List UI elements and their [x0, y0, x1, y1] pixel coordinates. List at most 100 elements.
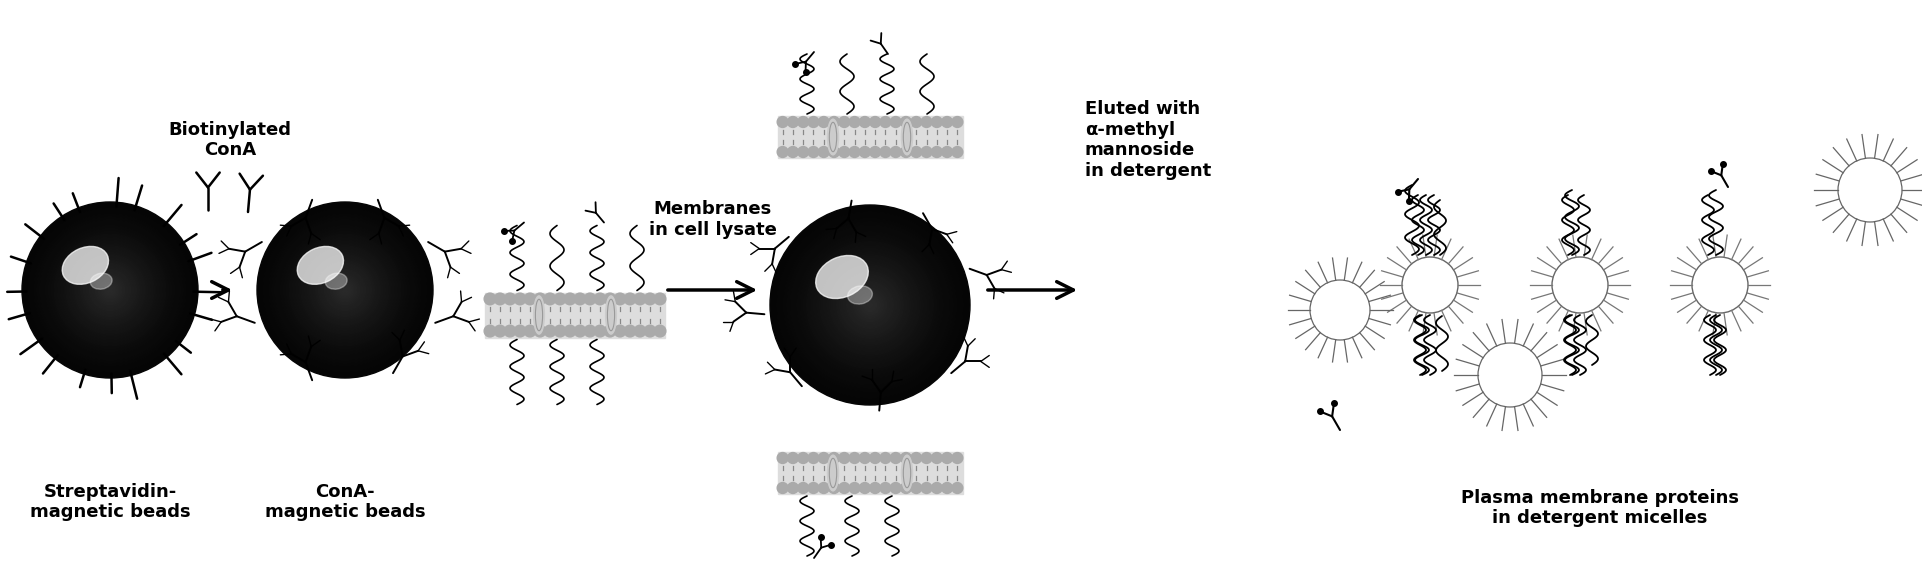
Circle shape	[880, 116, 892, 128]
Circle shape	[788, 146, 798, 157]
Circle shape	[800, 235, 940, 375]
Circle shape	[69, 249, 152, 331]
Circle shape	[653, 325, 665, 337]
Circle shape	[788, 483, 798, 494]
Circle shape	[83, 263, 136, 316]
Circle shape	[828, 483, 840, 494]
Circle shape	[65, 246, 154, 334]
Circle shape	[776, 211, 963, 398]
Circle shape	[336, 281, 354, 299]
Circle shape	[869, 483, 880, 494]
Ellipse shape	[901, 119, 913, 155]
Circle shape	[48, 229, 171, 352]
Circle shape	[932, 483, 942, 494]
Circle shape	[951, 453, 963, 463]
Circle shape	[494, 325, 505, 337]
Circle shape	[277, 222, 413, 357]
Circle shape	[54, 234, 165, 346]
Circle shape	[644, 325, 655, 337]
Circle shape	[1478, 343, 1541, 407]
Circle shape	[819, 453, 828, 463]
Circle shape	[890, 116, 901, 128]
Circle shape	[331, 275, 359, 305]
Text: Biotinylated
ConA: Biotinylated ConA	[169, 121, 292, 160]
Circle shape	[807, 453, 819, 463]
Circle shape	[819, 146, 828, 157]
Circle shape	[46, 226, 175, 355]
Circle shape	[790, 225, 949, 385]
Text: Streptavidin-
magnetic beads: Streptavidin- magnetic beads	[29, 483, 190, 522]
Circle shape	[786, 222, 953, 388]
Circle shape	[604, 293, 615, 305]
Circle shape	[534, 293, 546, 305]
Circle shape	[515, 293, 527, 305]
Circle shape	[901, 146, 911, 157]
Circle shape	[850, 146, 859, 157]
Circle shape	[911, 453, 923, 463]
Ellipse shape	[901, 455, 913, 491]
Circle shape	[290, 234, 400, 346]
Circle shape	[942, 116, 953, 128]
Circle shape	[850, 453, 859, 463]
Circle shape	[96, 275, 125, 305]
Circle shape	[544, 293, 555, 305]
Circle shape	[90, 270, 131, 311]
Circle shape	[494, 293, 505, 305]
Circle shape	[60, 240, 160, 340]
Circle shape	[911, 483, 923, 494]
Circle shape	[653, 293, 665, 305]
Circle shape	[554, 325, 565, 337]
Circle shape	[269, 214, 421, 367]
Circle shape	[819, 483, 828, 494]
Circle shape	[857, 292, 884, 318]
Circle shape	[302, 246, 388, 334]
Circle shape	[796, 231, 944, 378]
Circle shape	[271, 217, 419, 363]
Circle shape	[798, 453, 809, 463]
Circle shape	[292, 237, 398, 343]
Circle shape	[788, 453, 798, 463]
Circle shape	[921, 146, 932, 157]
Text: Eluted with
α-methyl
mannoside
in detergent: Eluted with α-methyl mannoside in deterg…	[1086, 100, 1211, 180]
Circle shape	[319, 263, 371, 316]
Circle shape	[823, 258, 917, 352]
Circle shape	[859, 146, 871, 157]
Circle shape	[263, 208, 427, 372]
Circle shape	[42, 222, 177, 357]
Circle shape	[308, 252, 382, 328]
Circle shape	[951, 483, 963, 494]
Circle shape	[773, 208, 967, 402]
Circle shape	[850, 285, 890, 325]
Circle shape	[859, 453, 871, 463]
Circle shape	[828, 146, 840, 157]
Circle shape	[1837, 158, 1903, 222]
Circle shape	[771, 205, 971, 405]
Circle shape	[880, 483, 892, 494]
Circle shape	[942, 146, 953, 157]
Ellipse shape	[605, 296, 617, 334]
Circle shape	[838, 483, 850, 494]
Circle shape	[58, 237, 163, 343]
Circle shape	[604, 325, 615, 337]
Circle shape	[776, 483, 788, 494]
Circle shape	[325, 270, 365, 311]
Circle shape	[102, 281, 119, 299]
Circle shape	[807, 483, 819, 494]
Circle shape	[525, 293, 536, 305]
Circle shape	[634, 293, 646, 305]
Circle shape	[275, 219, 415, 360]
Circle shape	[27, 208, 192, 372]
Circle shape	[803, 238, 936, 372]
Circle shape	[259, 205, 431, 375]
Circle shape	[901, 116, 911, 128]
Circle shape	[932, 453, 942, 463]
Circle shape	[890, 453, 901, 463]
Circle shape	[880, 146, 892, 157]
Circle shape	[584, 325, 596, 337]
Circle shape	[515, 325, 527, 337]
Circle shape	[859, 295, 880, 315]
Ellipse shape	[848, 286, 873, 304]
Circle shape	[25, 205, 194, 375]
Circle shape	[840, 275, 899, 335]
Circle shape	[776, 116, 788, 128]
